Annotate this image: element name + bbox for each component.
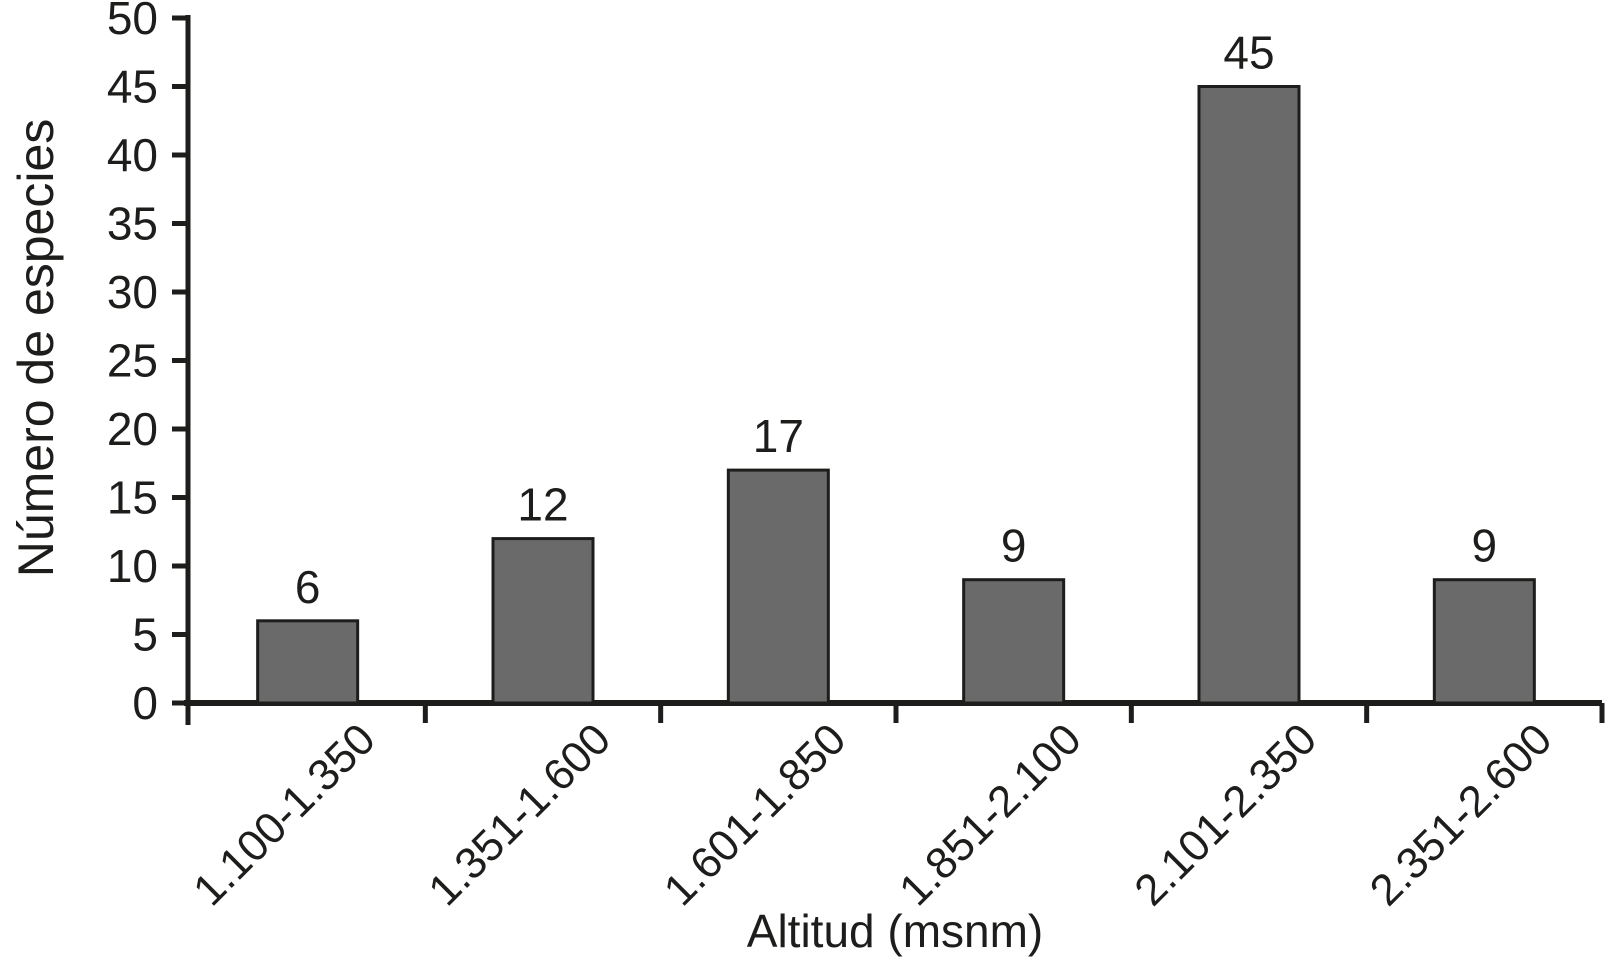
y-tick-label: 10 bbox=[107, 540, 158, 592]
x-tick-label: 1.351-1.600 bbox=[419, 714, 620, 915]
y-tick-label: 5 bbox=[132, 609, 158, 661]
y-tick-label: 35 bbox=[107, 198, 158, 250]
bar bbox=[1432, 578, 1536, 705]
x-tick-label: 1.851-2.100 bbox=[890, 714, 1091, 915]
y-tick-label: 0 bbox=[132, 677, 158, 729]
bar-value-label: 45 bbox=[1223, 27, 1274, 79]
bar bbox=[491, 537, 595, 705]
bar-value-label: 9 bbox=[1472, 520, 1498, 572]
y-tick-label: 25 bbox=[107, 335, 158, 387]
bar-value-label: 12 bbox=[517, 479, 568, 531]
bar bbox=[962, 578, 1066, 705]
bar-value-label: 6 bbox=[295, 561, 321, 613]
y-tick-label: 20 bbox=[107, 403, 158, 455]
bar bbox=[726, 468, 830, 705]
y-tick-label: 15 bbox=[107, 472, 158, 524]
x-tick-label: 1.100-1.350 bbox=[184, 714, 385, 915]
y-tick-label: 45 bbox=[107, 61, 158, 113]
y-tick-label: 50 bbox=[107, 0, 158, 44]
x-tick-label: 2.101-2.350 bbox=[1125, 714, 1326, 915]
bar-value-label: 17 bbox=[753, 410, 804, 462]
bar bbox=[256, 619, 360, 705]
x-axis-title: Altitud (msnm) bbox=[746, 905, 1044, 957]
x-tick-label: 1.601-1.850 bbox=[655, 714, 856, 915]
y-tick-label: 40 bbox=[107, 129, 158, 181]
bar bbox=[1197, 85, 1301, 705]
y-tick-label: 30 bbox=[107, 266, 158, 318]
bar-value-label: 9 bbox=[1001, 520, 1027, 572]
y-axis-title: Número de especies bbox=[8, 118, 64, 578]
x-tick-label: 2.351-2.600 bbox=[1361, 714, 1562, 915]
